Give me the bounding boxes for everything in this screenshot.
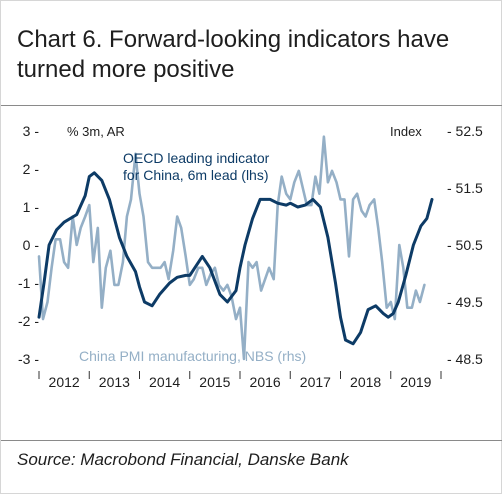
x-tick-label: 2015 (199, 374, 230, 390)
left-tick-label: -2 - (18, 313, 39, 329)
right-tick-label: - 48.5 (447, 351, 483, 367)
right-axis-label: Index (390, 124, 422, 139)
x-tick-label: 2013 (99, 374, 130, 390)
left-tick-label: 3 - (23, 123, 40, 139)
left-tick-label: -3 - (18, 351, 39, 367)
x-tick-label: 2012 (49, 374, 80, 390)
source-note: Source: Macrobond Financial, Danske Bank (17, 450, 349, 469)
chart-plot: % 3m, AR Index 3 - 2 - 1 - 0 - -1 - -2 - -3 - -… (18, 123, 483, 390)
x-tick-label: 2019 (400, 374, 431, 390)
right-tick-label: - 49.5 (447, 294, 483, 310)
oecd-label-line1: OECD leading indicator (123, 150, 270, 166)
right-tick-label: - 51.5 (447, 180, 483, 196)
left-tick-label: 2 - (23, 161, 40, 177)
x-tick-label: 2016 (250, 374, 281, 390)
source-divider (1, 440, 502, 441)
right-tick-label: - 52.5 (447, 123, 483, 139)
right-tick-label: - 50.5 (447, 237, 483, 253)
left-tick-label: -1 - (18, 275, 39, 291)
x-tick-label: 2018 (350, 374, 381, 390)
left-tick-label: 0 - (23, 237, 40, 253)
x-tick-label: 2014 (149, 374, 180, 390)
oecd-label-line2: for China, 6m lead (lhs) (123, 167, 269, 183)
x-tick-label: 2017 (300, 374, 331, 390)
title-divider (1, 105, 502, 106)
oecd-leading-indicator-line (37, 171, 434, 346)
chart-title: Chart 6. Forward-looking indicators have… (17, 26, 450, 83)
left-axis-label: % 3m, AR (67, 124, 125, 139)
pmi-label: China PMI manufacturing, NBS (rhs) (79, 348, 306, 364)
left-tick-label: 1 - (23, 199, 40, 215)
